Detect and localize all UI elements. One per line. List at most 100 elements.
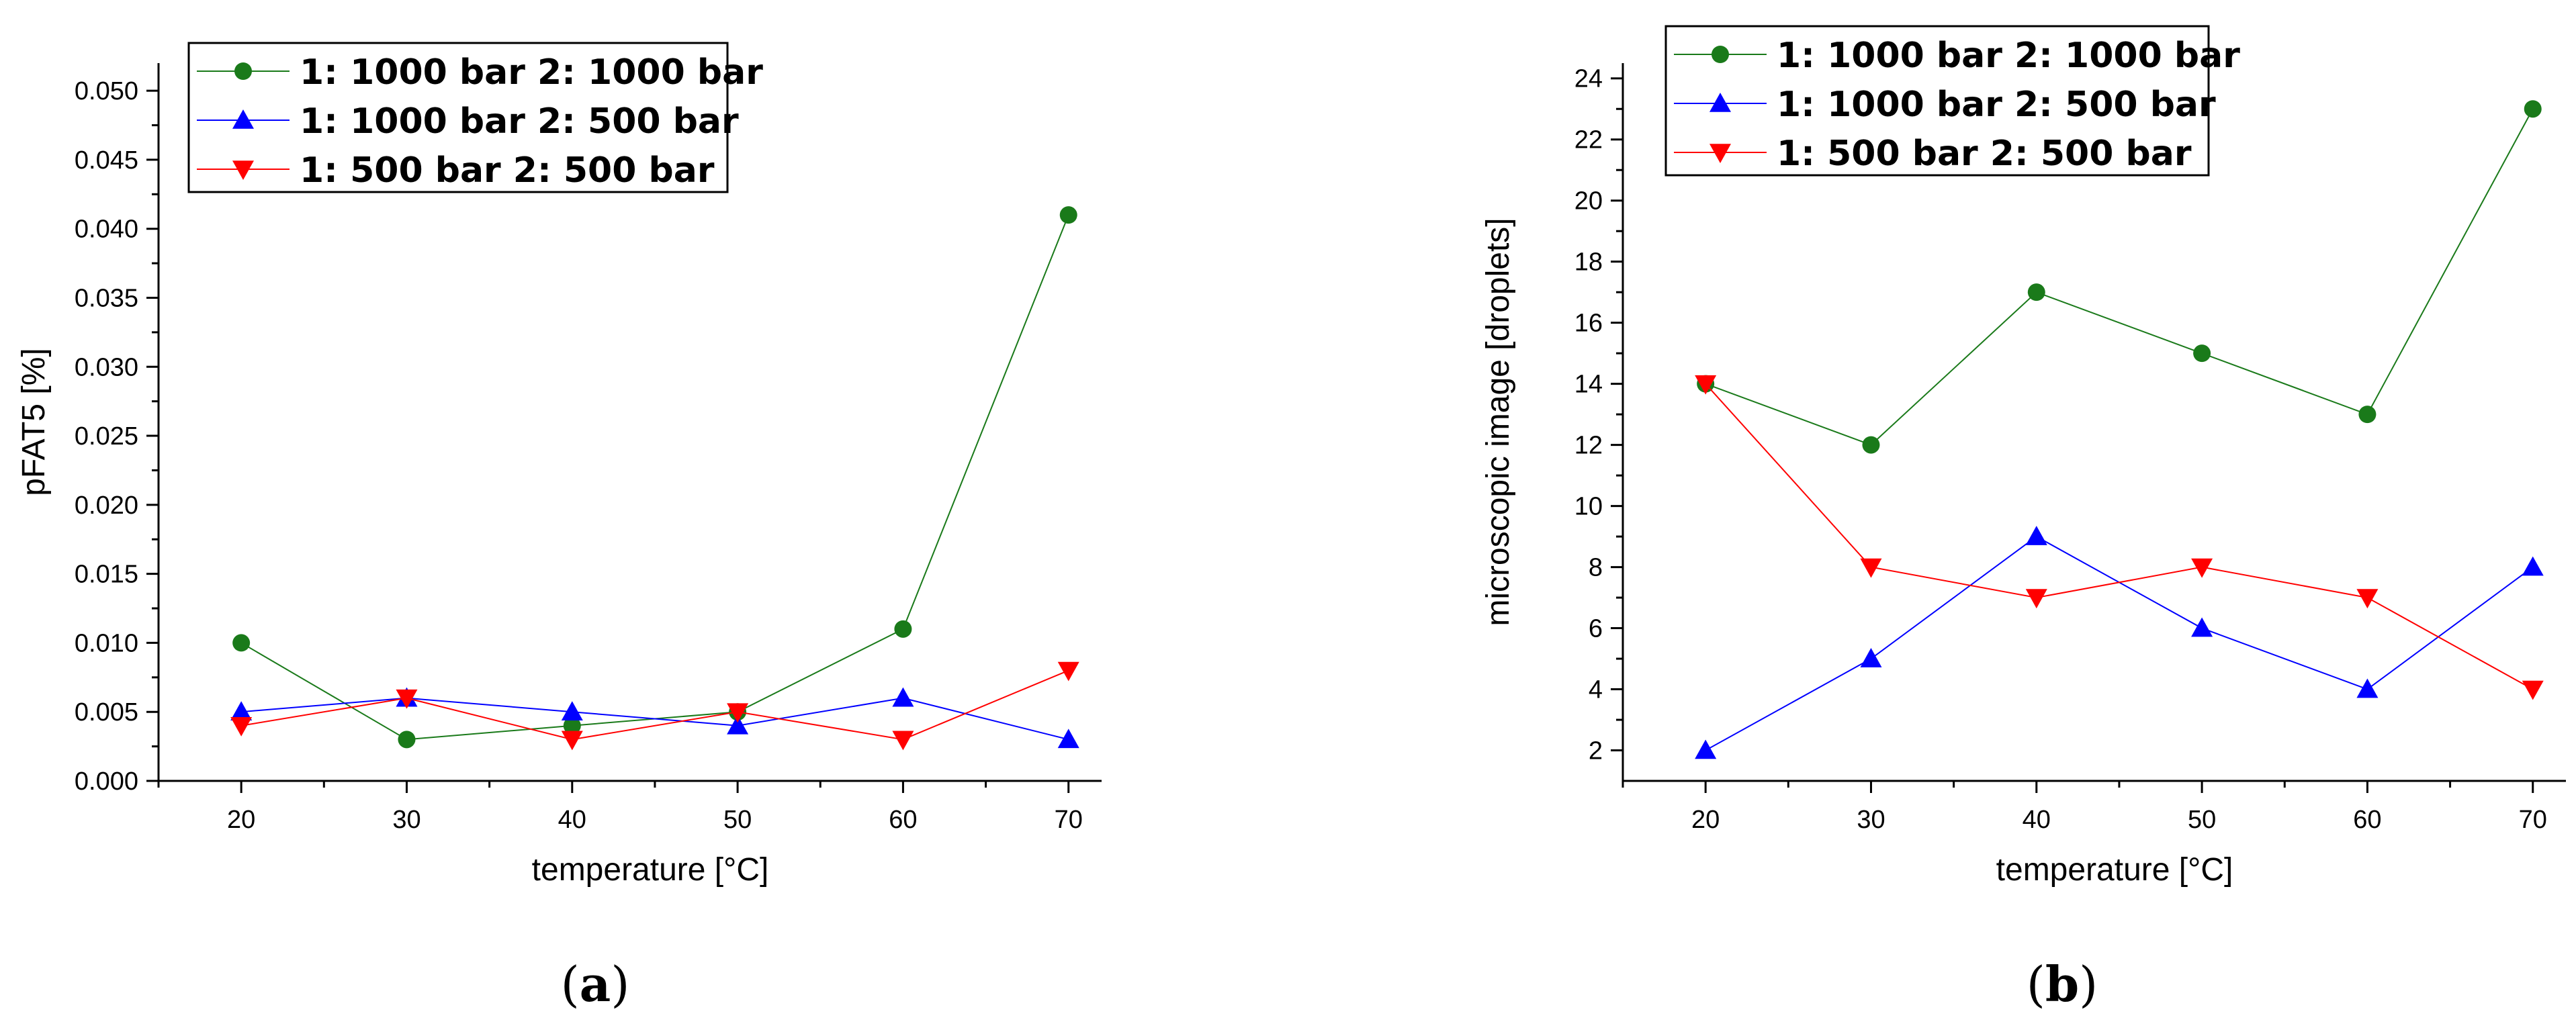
data-point <box>2522 556 2544 576</box>
legend-label: 1: 1000 bar 2: 500 bar <box>1777 85 2216 125</box>
y-axis-title: microscopic image [droplets] <box>1480 218 1516 626</box>
data-point <box>1057 729 1079 749</box>
y-tick-label: 16 <box>1574 310 1603 338</box>
x-tick-label: 50 <box>723 806 752 834</box>
data-point <box>1695 739 1717 759</box>
data-point <box>230 701 253 721</box>
legend-label: 1: 1000 bar 2: 1000 bar <box>300 52 763 93</box>
data-point <box>2522 680 2544 700</box>
y-tick-label: 0.045 <box>75 146 138 175</box>
x-tick-label: 60 <box>889 806 917 834</box>
x-tick-label: 30 <box>392 806 420 834</box>
legend-marker <box>1712 46 1729 63</box>
y-tick-label: 0.010 <box>75 629 138 657</box>
legend-marker <box>234 62 252 80</box>
data-point <box>2524 100 2542 118</box>
legend-box <box>187 42 729 193</box>
legend-marker <box>1709 93 1731 112</box>
series-line <box>1705 535 2534 751</box>
series-line <box>241 697 1069 741</box>
y-tick-label: 0.015 <box>75 561 138 589</box>
x-tick-label: 20 <box>1691 806 1720 834</box>
data-point <box>2356 589 2379 609</box>
y-tick-label: 2 <box>1589 737 1603 765</box>
data-point <box>2191 558 2213 578</box>
data-point <box>1860 648 1882 667</box>
legend-label: 1: 500 bar 2: 500 bar <box>1777 134 2192 174</box>
data-point <box>892 687 914 707</box>
x-tick-label: 70 <box>2519 806 2547 834</box>
data-point <box>230 716 253 737</box>
y-tick-label: 18 <box>1574 248 1603 277</box>
x-axis-title: temperature [°C] <box>1996 852 2233 888</box>
y-tick-label: 12 <box>1574 432 1603 460</box>
series-line <box>1705 108 2534 446</box>
data-point <box>1057 661 1079 682</box>
data-point <box>2191 617 2213 637</box>
y-tick-label: 0.005 <box>75 698 138 727</box>
data-point <box>892 731 914 751</box>
data-point <box>727 703 749 723</box>
data-point <box>1860 558 1882 578</box>
data-point <box>1059 206 1077 224</box>
y-tick-label: 0.040 <box>75 216 138 244</box>
series-line <box>1705 383 2534 690</box>
panel-label: (b) <box>2027 955 2098 1013</box>
y-tick-label: 8 <box>1589 554 1603 582</box>
x-axis-title: temperature [°C] <box>532 852 769 888</box>
data-point <box>561 701 583 721</box>
data-point <box>2027 283 2045 301</box>
legend-marker <box>232 109 254 129</box>
x-tick-label: 40 <box>558 806 586 834</box>
y-tick-label: 0.050 <box>75 77 138 105</box>
y-tick-label: 24 <box>1574 65 1603 93</box>
legend: 1: 1000 bar 2: 1000 bar 1: 1000 bar 2: 50… <box>1664 25 2240 177</box>
legend-label: 1: 1000 bar 2: 1000 bar <box>1777 36 2240 76</box>
panel-letter: a <box>580 955 611 1013</box>
data-point <box>563 716 581 735</box>
y-tick-label: 20 <box>1574 187 1603 216</box>
data-point <box>1695 375 1717 395</box>
series-line <box>240 669 1069 741</box>
legend-marker <box>232 160 254 180</box>
data-point <box>2356 678 2379 698</box>
x-tick-label: 50 <box>2188 806 2216 834</box>
y-tick-label: 14 <box>1574 371 1603 399</box>
data-point <box>894 620 912 638</box>
y-tick-label: 0.035 <box>75 284 138 312</box>
legend-marker <box>1709 144 1731 163</box>
y-tick-label: 0.030 <box>75 353 138 381</box>
legend: 1: 1000 bar 2: 1000 bar 1: 1000 bar 2: 50… <box>187 42 763 193</box>
data-point <box>1862 436 1880 454</box>
y-tick-label: 6 <box>1589 615 1603 643</box>
chart-panel-a: 0.000 0.005 0.010 0.015 0.020 0.025 0.030 0.035… <box>16 42 1102 1013</box>
legend-label: 1: 500 bar 2: 500 bar <box>300 150 715 191</box>
panel-label: (a) <box>561 955 630 1013</box>
y-tick-label: 0.000 <box>75 767 138 796</box>
panel-letter: b <box>2045 955 2079 1013</box>
legend-label: 1: 1000 bar 2: 500 bar <box>300 101 739 142</box>
y-tick-label: 10 <box>1574 493 1603 521</box>
x-tick-label: 60 <box>2353 806 2381 834</box>
data-point <box>232 634 251 652</box>
data-point <box>396 689 418 709</box>
data-point <box>2025 526 2047 545</box>
y-tick-label: 0.025 <box>75 422 138 451</box>
data-point <box>2193 344 2211 363</box>
data-point <box>2358 406 2377 424</box>
y-tick-label: 22 <box>1574 126 1603 154</box>
y-tick-label: 4 <box>1589 676 1603 704</box>
x-tick-label: 20 <box>227 806 255 834</box>
y-axis-title: pFAT5 [%] <box>16 348 52 496</box>
data-point <box>727 714 749 735</box>
y-tick-label: 0.020 <box>75 491 138 520</box>
data-point <box>561 731 583 751</box>
legend-box <box>1664 25 2210 177</box>
x-tick-label: 30 <box>1857 806 1885 834</box>
data-point <box>2025 589 2047 609</box>
series-line <box>240 214 1069 741</box>
x-tick-label: 40 <box>2023 806 2051 834</box>
data-point <box>398 731 416 749</box>
